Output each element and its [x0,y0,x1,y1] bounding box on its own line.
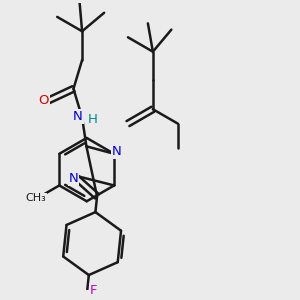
Text: H: H [88,112,98,125]
Text: N: N [73,110,83,123]
Text: CH₃: CH₃ [25,194,46,203]
Text: N: N [112,145,121,158]
Text: O: O [39,94,49,107]
Text: F: F [90,284,97,297]
Text: N: N [69,172,78,184]
